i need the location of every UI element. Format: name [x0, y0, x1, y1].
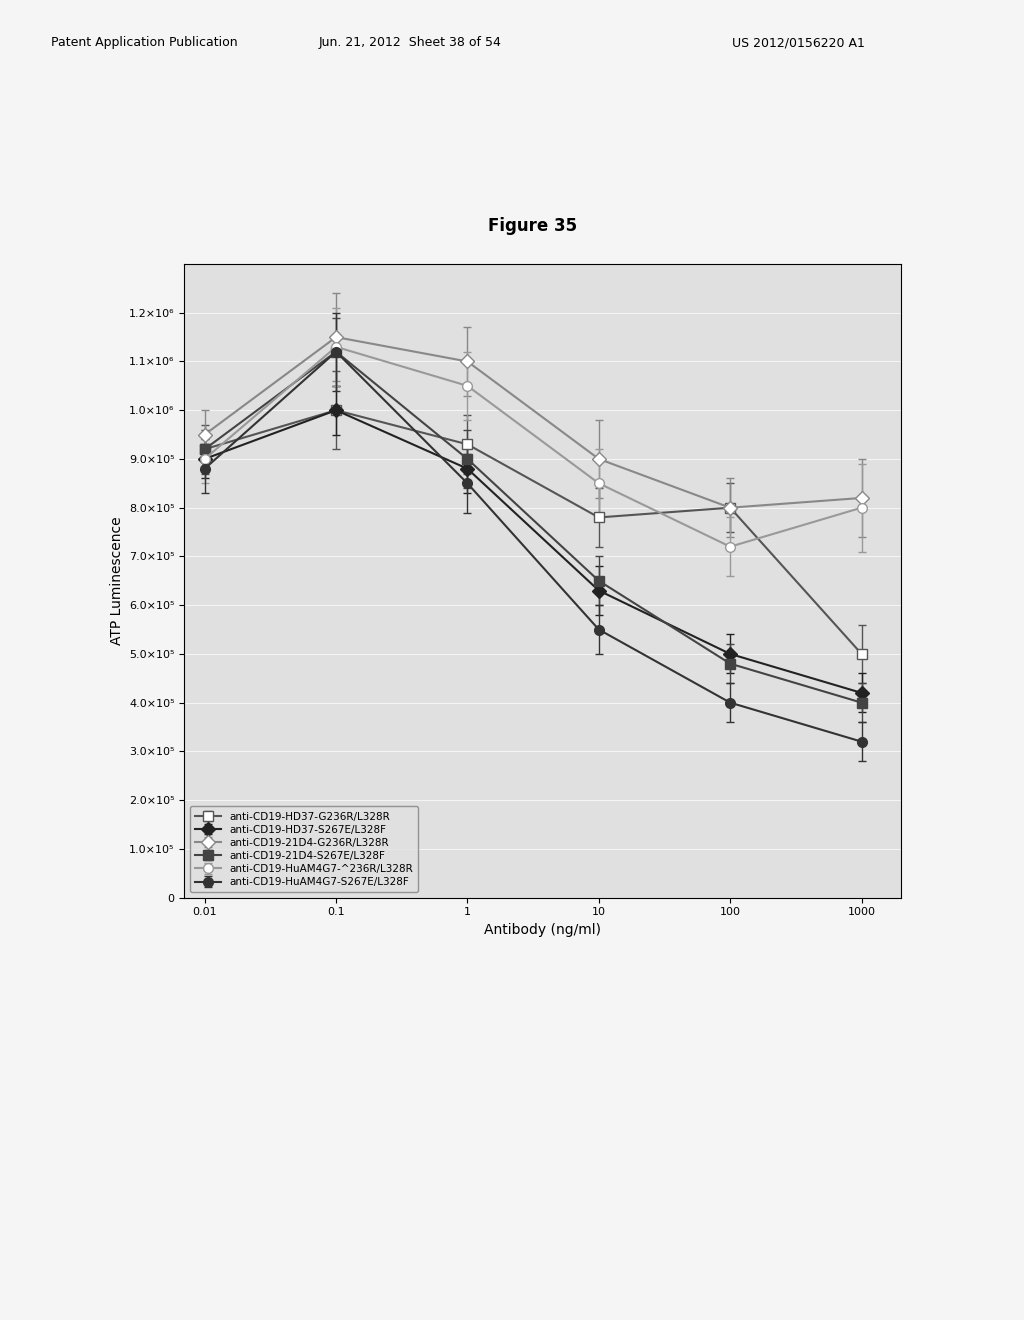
Y-axis label: ATP Luminescence: ATP Luminescence: [110, 516, 124, 645]
Text: Patent Application Publication: Patent Application Publication: [51, 36, 238, 49]
Legend: anti-CD19-HD37-G236R/L328R, anti-CD19-HD37-S267E/L328F, anti-CD19-21D4-G236R/L32: anti-CD19-HD37-G236R/L328R, anti-CD19-HD…: [189, 807, 418, 892]
Text: Figure 35: Figure 35: [487, 216, 578, 235]
X-axis label: Antibody (ng/ml): Antibody (ng/ml): [484, 923, 601, 937]
Text: Jun. 21, 2012  Sheet 38 of 54: Jun. 21, 2012 Sheet 38 of 54: [318, 36, 501, 49]
Text: US 2012/0156220 A1: US 2012/0156220 A1: [732, 36, 865, 49]
